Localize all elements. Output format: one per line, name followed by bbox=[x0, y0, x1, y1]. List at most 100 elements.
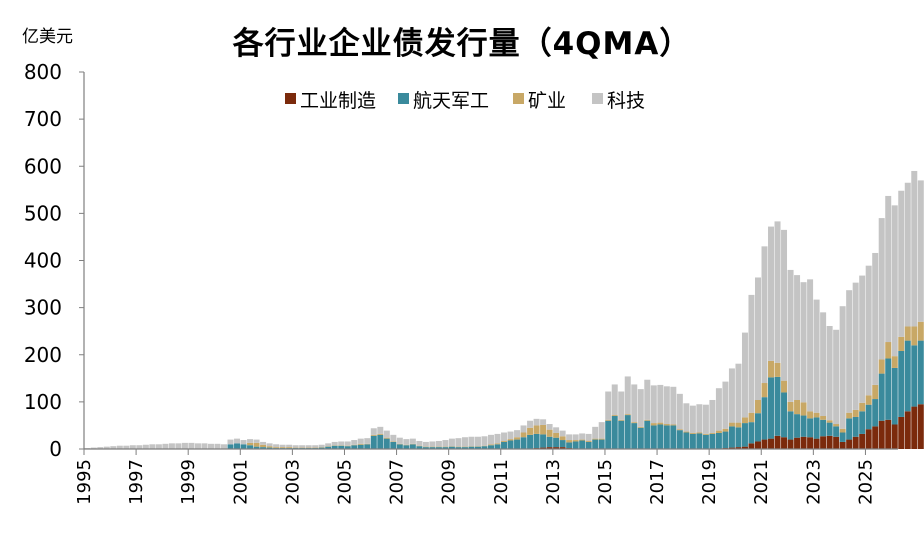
bar-segment-series-1 bbox=[240, 444, 247, 449]
bar-segment-series-3 bbox=[859, 275, 866, 403]
bar-segment-series-3 bbox=[527, 420, 534, 428]
bar-segment-series-1 bbox=[624, 415, 631, 449]
bar-segment-series-1 bbox=[429, 447, 436, 449]
bar-segment-series-2 bbox=[370, 434, 377, 436]
bar-segment-series-0 bbox=[559, 447, 566, 449]
bar-segment-series-3 bbox=[852, 282, 859, 410]
bar-segment-series-2 bbox=[383, 437, 390, 439]
bar-segment-series-3 bbox=[448, 438, 455, 447]
bar-segment-series-1 bbox=[637, 427, 644, 449]
bar-segment-series-0 bbox=[761, 439, 768, 449]
bar-segment-series-1 bbox=[872, 399, 879, 427]
bar-segment-series-3 bbox=[344, 441, 351, 446]
bar-segment-series-3 bbox=[227, 439, 234, 445]
bar-segment-series-3 bbox=[911, 170, 918, 327]
bar-segment-series-2 bbox=[865, 395, 872, 405]
bar-segment-series-3 bbox=[800, 282, 807, 403]
bar-segment-series-1 bbox=[377, 434, 384, 449]
bar-segment-series-2 bbox=[637, 426, 644, 428]
bar-segment-series-0 bbox=[872, 426, 879, 449]
bar-segment-series-3 bbox=[488, 434, 494, 445]
bar-segment-series-1 bbox=[852, 416, 859, 437]
bar-segment-series-3 bbox=[820, 312, 827, 417]
bar-segment-series-3 bbox=[455, 438, 462, 447]
bar-segment-series-0 bbox=[833, 436, 840, 449]
bar-segment-series-1 bbox=[794, 414, 801, 438]
bar-segment-series-2 bbox=[286, 447, 293, 449]
y-tick-label: 0 bbox=[49, 437, 62, 461]
bar-segment-series-2 bbox=[611, 415, 618, 417]
bar-segment-series-1 bbox=[344, 446, 351, 449]
bar-segment-series-3 bbox=[286, 444, 293, 448]
bar-segment-series-1 bbox=[403, 445, 410, 449]
bar-segment-series-1 bbox=[820, 419, 827, 437]
bar-segment-series-2 bbox=[741, 417, 748, 424]
bar-segment-series-3 bbox=[331, 441, 338, 446]
bar-segment-series-3 bbox=[637, 389, 644, 427]
bar-segment-series-2 bbox=[722, 428, 729, 432]
x-tick-label: 2025 bbox=[855, 459, 876, 505]
bar-segment-series-3 bbox=[689, 405, 696, 433]
bar-segment-series-0 bbox=[813, 438, 820, 449]
bar-segment-series-2 bbox=[800, 402, 807, 416]
bar-segment-series-1 bbox=[468, 446, 475, 449]
bar-segment-series-3 bbox=[260, 441, 267, 445]
bar-segment-series-1 bbox=[650, 425, 657, 449]
bar-segment-series-3 bbox=[175, 443, 182, 449]
bar-segment-series-1 bbox=[670, 425, 677, 449]
bar-segment-series-1 bbox=[422, 447, 429, 449]
bar-segment-series-1 bbox=[839, 432, 846, 442]
bar-segment-series-3 bbox=[748, 294, 755, 413]
bar-segment-series-3 bbox=[273, 444, 280, 448]
bar-segment-series-0 bbox=[728, 447, 735, 449]
bar-segment-series-2 bbox=[715, 430, 722, 433]
bar-segment-series-1 bbox=[266, 447, 273, 449]
bar-segment-series-2 bbox=[377, 433, 384, 435]
bar-segment-series-1 bbox=[572, 441, 579, 449]
bar-segment-series-1 bbox=[833, 426, 840, 437]
bar-segment-series-2 bbox=[657, 422, 664, 425]
bar-segment-series-3 bbox=[97, 447, 104, 449]
bar-segment-series-3 bbox=[540, 419, 547, 425]
bar-segment-series-1 bbox=[448, 446, 455, 449]
bar-segment-series-3 bbox=[611, 384, 618, 416]
axes-layer: 0 100 200 300 400 500 600 700 800 1995 1997 1999 200… bbox=[24, 60, 898, 505]
bar-segment-series-3 bbox=[364, 438, 371, 444]
y-tick-label: 700 bbox=[24, 107, 62, 131]
bar-segment-series-1 bbox=[351, 445, 358, 449]
bar-segment-series-1 bbox=[741, 423, 748, 447]
bar-segment-series-2 bbox=[878, 359, 885, 374]
bar-segment-series-1 bbox=[885, 358, 892, 420]
bar-segment-series-1 bbox=[553, 437, 560, 448]
bar-segment-series-0 bbox=[904, 411, 911, 449]
bar-segment-series-1 bbox=[696, 433, 703, 449]
bar-segment-series-1 bbox=[546, 436, 553, 448]
bar-segment-series-0 bbox=[787, 439, 794, 449]
bar-segment-series-1 bbox=[331, 445, 338, 449]
bar-segment-series-2 bbox=[904, 326, 911, 341]
bar-segment-series-2 bbox=[247, 442, 254, 446]
bar-segment-series-2 bbox=[507, 439, 514, 441]
bar-segment-series-3 bbox=[702, 404, 709, 434]
bar-segment-series-3 bbox=[533, 418, 540, 426]
bar-segment-series-3 bbox=[181, 442, 188, 449]
bar-segment-series-0 bbox=[807, 437, 814, 449]
bar-segment-series-1 bbox=[761, 397, 768, 440]
bar-segment-series-3 bbox=[299, 445, 306, 448]
bar-segment-series-3 bbox=[572, 434, 579, 441]
bar-segment-series-2 bbox=[533, 425, 540, 434]
bars-layer bbox=[84, 170, 924, 449]
bar-segment-series-3 bbox=[898, 190, 905, 337]
bar-segment-series-1 bbox=[585, 441, 592, 449]
bar-segment-series-1 bbox=[540, 434, 547, 448]
bar-segment-series-3 bbox=[416, 440, 423, 446]
bar-segment-series-2 bbox=[709, 432, 716, 434]
y-tick-label: 100 bbox=[24, 390, 62, 414]
bar-segment-series-3 bbox=[839, 306, 846, 429]
bar-segment-series-3 bbox=[325, 443, 332, 447]
bar-segment-series-3 bbox=[768, 226, 775, 361]
x-tick-label: 2021 bbox=[751, 459, 772, 505]
bar-segment-series-3 bbox=[312, 445, 319, 448]
bar-segment-series-1 bbox=[748, 422, 755, 444]
bar-segment-series-3 bbox=[429, 441, 436, 447]
